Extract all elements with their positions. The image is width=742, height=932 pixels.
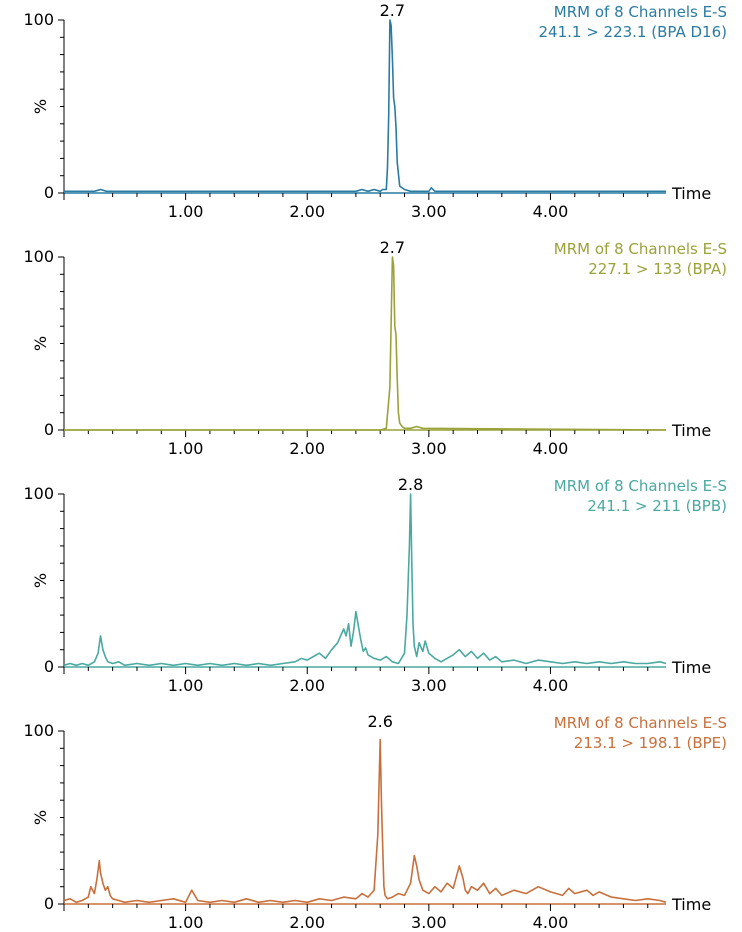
series-trace — [64, 19, 666, 193]
y-tick-label: 0 — [44, 657, 54, 676]
x-axis-label: Time — [671, 184, 711, 203]
x-tick-label: 1.00 — [168, 676, 204, 695]
x-tick-label: 4.00 — [533, 676, 569, 695]
x-tick-label: 3.00 — [411, 676, 447, 695]
series-trace — [63, 738, 667, 904]
x-axis-label: Time — [671, 895, 711, 914]
y-tick-label: 100 — [23, 10, 54, 29]
channel-title-line: 241.1 > 223.1 (BPA D16) — [538, 23, 727, 41]
series-trace — [64, 256, 667, 431]
channel-title-line: 213.1 > 198.1 (BPE) — [574, 734, 727, 752]
y-tick-label: 100 — [23, 721, 54, 740]
x-tick-label: 2.00 — [289, 202, 325, 221]
y-axis-label: % — [31, 99, 50, 114]
chart-panel-4: 0 100% 1.00 2.00 3.00 4.00 Time 2.6 MRM of 8 Cha… — [23, 712, 727, 932]
peak-label: 2.8 — [398, 475, 423, 494]
series-trace — [63, 493, 667, 667]
x-tick-label: 4.00 — [533, 439, 569, 458]
channel-title-line: MRM of 8 Channels E-S — [554, 714, 727, 732]
y-axis-label: % — [31, 810, 50, 825]
y-axis-label: % — [31, 573, 50, 588]
peak-label: 2.7 — [380, 238, 405, 257]
x-tick-label: 2.00 — [289, 439, 325, 458]
x-tick-label: 3.00 — [411, 439, 447, 458]
x-tick-label: 3.00 — [411, 202, 447, 221]
peak-label: 2.6 — [367, 712, 392, 731]
x-tick-label: 2.00 — [289, 913, 325, 932]
chart-panel-1: 0 100% 1.00 2.00 3.00 4.00 Time 2.7 MRM of 8 Cha… — [23, 1, 727, 221]
y-tick-label: 0 — [44, 183, 54, 202]
x-tick-label: 1.00 — [168, 913, 204, 932]
x-tick-label: 3.00 — [411, 913, 447, 932]
x-axis-label: Time — [671, 421, 711, 440]
channel-title-line: 227.1 > 133 (BPA) — [588, 260, 727, 278]
x-tick-label: 4.00 — [533, 913, 569, 932]
y-tick-label: 0 — [44, 420, 54, 439]
y-axis-label: % — [31, 336, 50, 351]
channel-title-line: MRM of 8 Channels E-S — [554, 240, 727, 258]
channel-title-line: MRM of 8 Channels E-S — [554, 3, 727, 21]
channel-title-line: 241.1 > 211 (BPB) — [587, 497, 727, 515]
y-tick-label: 0 — [44, 894, 54, 913]
x-tick-label: 2.00 — [289, 676, 325, 695]
chart-panel-2: 0 100% 1.00 2.00 3.00 4.00 Time 2.7 MRM of 8 Cha… — [23, 238, 727, 458]
x-tick-label: 1.00 — [168, 439, 204, 458]
y-tick-label: 100 — [23, 247, 54, 266]
x-tick-label: 1.00 — [168, 202, 204, 221]
chart-panel-3: 0 100% 1.00 2.00 3.00 4.00 Time 2.8 MRM of 8 Cha… — [23, 475, 727, 695]
channel-title-line: MRM of 8 Channels E-S — [554, 477, 727, 495]
x-axis-label: Time — [671, 658, 711, 677]
x-tick-label: 4.00 — [533, 202, 569, 221]
peak-label: 2.7 — [380, 1, 405, 20]
y-tick-label: 100 — [23, 484, 54, 503]
